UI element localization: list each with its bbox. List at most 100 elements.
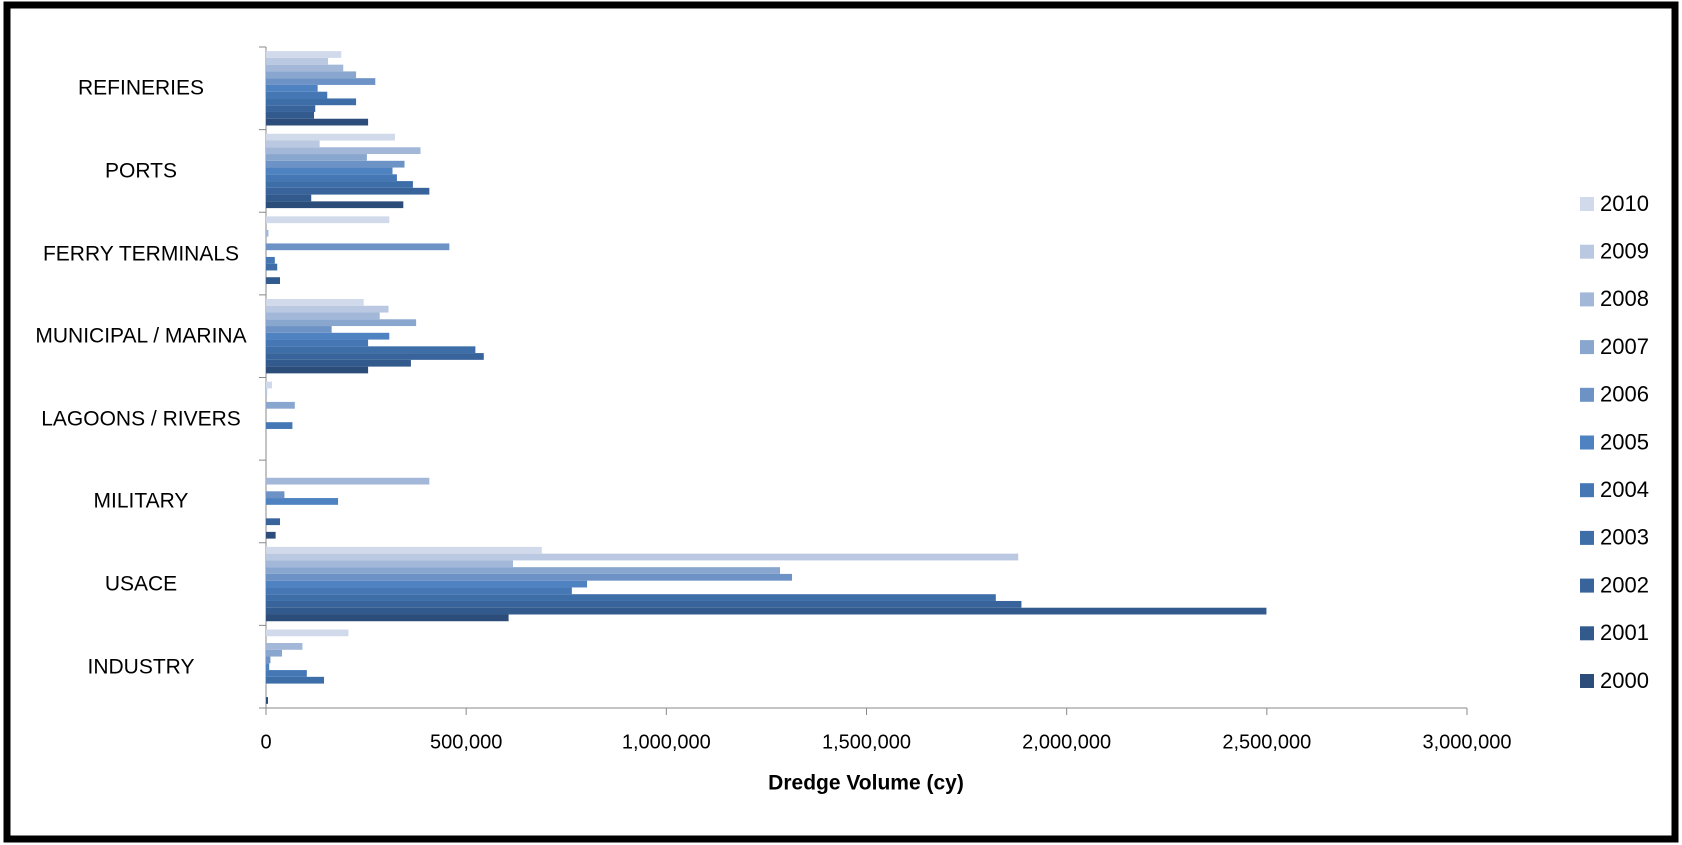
- legend-swatch: [1580, 626, 1594, 641]
- bar: [266, 98, 357, 106]
- bar: [266, 167, 393, 175]
- bar: [266, 160, 405, 168]
- bar: [266, 580, 588, 588]
- x-tick-label: 2,000,000: [1022, 731, 1111, 753]
- y-tick-label: PORTS: [105, 159, 177, 183]
- legend-label: 2009: [1600, 239, 1649, 264]
- bar: [266, 518, 281, 526]
- bar: [266, 656, 271, 664]
- legend-label: 2003: [1600, 525, 1649, 550]
- bar: [266, 216, 390, 224]
- bar: [266, 91, 328, 99]
- bar: [266, 256, 275, 264]
- x-tick-label: 1,000,000: [622, 731, 711, 753]
- y-tick-label: FERRY TERMINALS: [42, 242, 240, 266]
- bar: [266, 57, 329, 65]
- bar: [266, 140, 320, 148]
- bar: [266, 573, 793, 581]
- bar: [266, 670, 307, 677]
- x-tick-label: 2,500,000: [1222, 731, 1311, 753]
- bar: [266, 305, 389, 313]
- y-tick-label: LAGOONS / RIVERS: [41, 407, 241, 431]
- legend-label: 2008: [1600, 286, 1649, 311]
- frame: [3, 1, 1679, 843]
- bar: [266, 71, 357, 79]
- bar: [266, 332, 390, 340]
- bar: [266, 84, 318, 92]
- bar: [266, 388, 268, 396]
- bar: [266, 498, 339, 505]
- bar: [266, 546, 542, 554]
- legend-label: 2006: [1600, 382, 1649, 407]
- legend-swatch: [1580, 578, 1594, 593]
- bar: [266, 326, 332, 333]
- bar: [266, 111, 315, 119]
- y-tick-label: REFINERIES: [77, 76, 205, 100]
- legend-swatch: [1580, 435, 1594, 450]
- bar: [266, 594, 996, 601]
- bar: [266, 299, 364, 306]
- bar: [266, 51, 342, 58]
- y-tick-label: INDUSTRY: [87, 655, 195, 679]
- y-tick-label: USACE: [104, 572, 178, 596]
- bar: [266, 697, 269, 704]
- bar: [266, 600, 1022, 608]
- bar: [266, 243, 450, 251]
- legend-swatch: [1580, 387, 1594, 402]
- bar: [266, 567, 781, 574]
- bar: [266, 105, 316, 112]
- legend-swatch: [1580, 197, 1594, 211]
- bar: [266, 339, 369, 347]
- x-tick-label: 0: [260, 731, 271, 753]
- bar: [266, 587, 572, 595]
- legend-label: 2004: [1600, 477, 1649, 502]
- bar: [266, 263, 278, 271]
- legend-swatch: [1580, 292, 1594, 307]
- bar: [266, 353, 484, 360]
- bar: [266, 381, 273, 389]
- bar: [266, 277, 281, 284]
- x-axis-title: Dredge Volume (cy): [768, 772, 964, 795]
- bar: [266, 366, 369, 374]
- bar: [266, 194, 312, 202]
- bar: [266, 133, 395, 141]
- bar: [266, 560, 514, 568]
- bar: [266, 643, 303, 650]
- bar: [266, 359, 411, 367]
- bar: [266, 553, 1019, 561]
- bar: [266, 118, 369, 126]
- bar: [266, 64, 344, 72]
- legend-swatch: [1580, 530, 1594, 545]
- legend-label: 2007: [1600, 334, 1649, 359]
- bar: [266, 649, 283, 657]
- legend-swatch: [1580, 244, 1594, 259]
- bar: [266, 78, 376, 85]
- bar: [266, 676, 325, 684]
- bar: [266, 401, 295, 409]
- bar: [266, 181, 413, 188]
- bar: [266, 422, 293, 429]
- legend-label: 2005: [1600, 429, 1649, 454]
- bar: [266, 229, 269, 237]
- x-tick-label: 1,500,000: [822, 731, 911, 753]
- bar: [266, 319, 417, 327]
- y-tick-label: MUNICIPAL / MARINA: [35, 324, 247, 348]
- x-tick-label: 500,000: [430, 731, 502, 753]
- legend-label: 2010: [1600, 191, 1649, 216]
- legend-swatch: [1580, 483, 1594, 498]
- bar: [266, 201, 404, 209]
- bar: [266, 477, 430, 485]
- bar: [266, 614, 509, 622]
- bar: [266, 154, 367, 161]
- legend-label: 2000: [1600, 668, 1649, 693]
- bar: [266, 607, 1267, 615]
- bar: [266, 629, 349, 637]
- bar: [266, 491, 285, 499]
- bar: [266, 531, 276, 539]
- legend-swatch: [1580, 340, 1594, 355]
- legend-swatch: [1580, 674, 1594, 688]
- bar: [266, 346, 476, 354]
- bar: [266, 312, 380, 320]
- bar: [266, 147, 421, 155]
